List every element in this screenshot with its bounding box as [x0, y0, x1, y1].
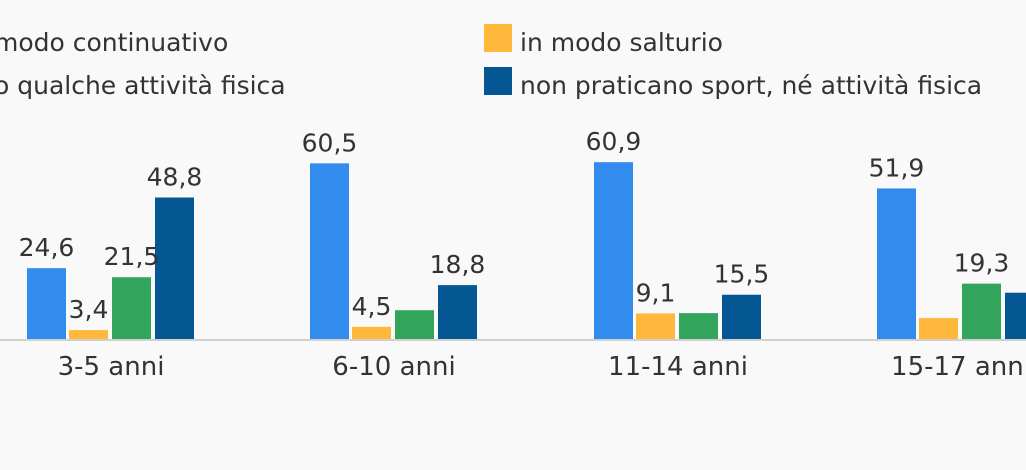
bar-3-1	[594, 162, 633, 340]
value-label-1-1: 24,6	[19, 233, 75, 262]
legend-label-4: non praticano sport, né attività fisica	[520, 71, 982, 100]
legend-label-3: o qualche attività fisica	[0, 71, 286, 100]
bar-2-3	[395, 310, 434, 340]
bars	[27, 162, 1026, 340]
bar-3-2	[636, 313, 675, 340]
value-label-1-4: 48,8	[147, 163, 203, 192]
value-label-4-1: 51,9	[869, 153, 925, 182]
bar-4-3	[962, 283, 1001, 340]
bar-2-2	[352, 326, 391, 340]
value-label-2-2: 4,5	[352, 292, 392, 321]
x-tick-label-1: 3-5 anni	[58, 352, 165, 382]
legend-label-1: modo continuativo	[0, 28, 228, 57]
bar-1-3	[112, 277, 151, 340]
bar-1-1	[27, 268, 66, 340]
bar-3-3	[679, 313, 718, 340]
value-label-2-4: 18,8	[430, 250, 486, 279]
legend-label-2: in modo salturio	[520, 28, 723, 57]
bar-2-1	[310, 163, 349, 340]
value-label-2-1: 60,5	[302, 128, 358, 157]
legend: modo continuativo in modo salturio o qualc…	[0, 24, 982, 100]
bar-1-4	[155, 197, 194, 340]
value-labels: 24,6 3,4 21,5 48,8 60,5 4,5 18,8 60,9 9,1 15,5 51,…	[19, 127, 1010, 324]
value-label-3-2: 9,1	[636, 278, 676, 307]
legend-swatch-4	[484, 67, 512, 95]
x-tick-label-2: 6-10 anni	[332, 352, 455, 382]
bar-2-4	[438, 285, 477, 340]
bar-1-2	[69, 330, 108, 340]
bar-3-4	[722, 294, 761, 340]
bar-4-4	[1005, 292, 1026, 340]
value-label-1-3: 21,5	[104, 242, 160, 271]
x-tick-label-4: 15-17 anni	[891, 352, 1026, 382]
x-tick-label-3: 11-14 anni	[608, 352, 748, 382]
legend-swatch-2	[484, 24, 512, 52]
bar-4-1	[877, 188, 916, 340]
value-label-3-1: 60,9	[586, 127, 642, 156]
value-label-3-4: 15,5	[714, 260, 770, 289]
bar-4-2	[919, 318, 958, 340]
x-tick-labels: 3-5 anni 6-10 anni 11-14 anni 15-17 anni	[58, 352, 1026, 382]
value-label-4-3: 19,3	[954, 249, 1010, 278]
value-label-1-2: 3,4	[69, 295, 109, 324]
